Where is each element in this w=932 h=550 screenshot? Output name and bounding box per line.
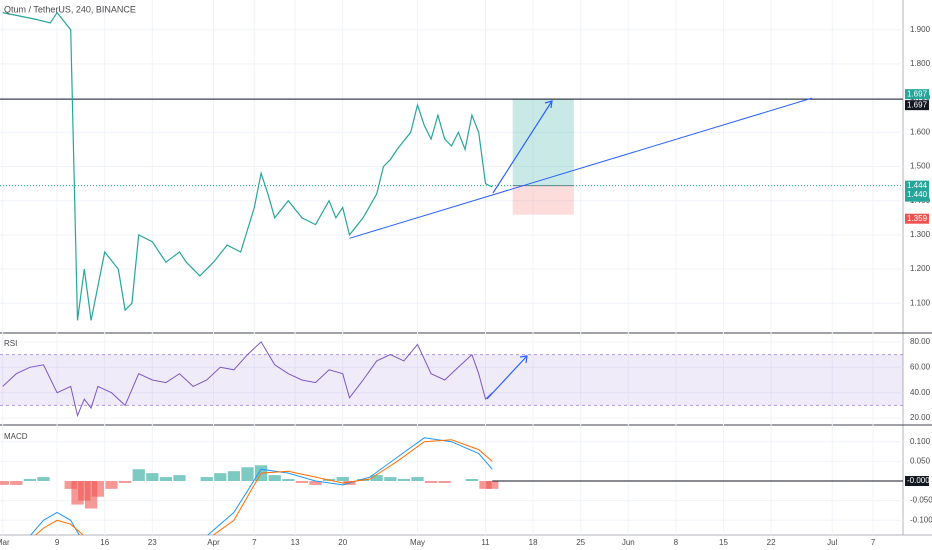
y-tick-label: 1.300 [910, 230, 931, 239]
x-tick-label: 9 [55, 538, 60, 547]
x-tick-label: 7 [871, 538, 876, 547]
histogram-bar [370, 475, 383, 481]
histogram-bar [465, 479, 479, 481]
symbol-title: Qtum / TetherUS, 240, BINANCE [4, 4, 136, 14]
y-tick-label: 1.500 [910, 162, 931, 171]
y-tick-label: -0.050 [910, 496, 932, 505]
y-tick-label: 40.00 [910, 388, 931, 397]
arrow [486, 355, 528, 400]
stop-label: 1.359 [907, 214, 928, 223]
histogram-bar [23, 479, 37, 481]
pane-title: RSI [4, 339, 17, 348]
x-tick-label: 16 [100, 538, 109, 547]
x-tick-label: Mar [0, 538, 10, 547]
x-tick-label: 13 [291, 538, 300, 547]
x-tick-label: 7 [252, 538, 257, 547]
x-tick-label: 8 [674, 538, 679, 547]
histogram-bar [384, 477, 397, 481]
x-tick-label: 25 [576, 538, 585, 547]
histogram-bar [10, 480, 23, 485]
y-tick-label: 20.00 [910, 413, 931, 422]
last-price-bg [905, 190, 929, 201]
histogram-bar [91, 480, 105, 497]
y-tick-label: 0.050 [910, 456, 931, 465]
histogram-bar [132, 469, 145, 481]
stop-label-bg [905, 213, 929, 224]
histogram-bar [438, 480, 451, 483]
histogram-bar [214, 473, 227, 481]
x-tick-label: 15 [719, 538, 728, 547]
histogram-bar [64, 480, 77, 489]
histogram-bar [37, 477, 50, 481]
y-tick-label: 1.800 [910, 59, 931, 68]
histogram-bar [0, 480, 9, 485]
x-tick-label: Jun [622, 538, 635, 547]
y-tick-label: 0.100 [910, 437, 931, 446]
histogram-bar [486, 480, 499, 489]
y-tick-label: 80.00 [910, 337, 931, 346]
histogram-bar [173, 475, 186, 481]
histogram-bar [336, 477, 349, 481]
arrow [492, 100, 553, 194]
target-label-bg [905, 89, 929, 100]
hline-label-bg [905, 100, 929, 111]
x-tick-label: May [410, 538, 425, 547]
histogram-bar [159, 477, 173, 481]
histogram-bar [118, 480, 132, 483]
histogram-bar [411, 477, 424, 481]
rsi-line [2, 341, 493, 418]
pane-title: MACD [4, 432, 28, 441]
x-tick-label: 23 [148, 538, 157, 547]
histogram-bar [241, 467, 254, 481]
hline-label: 1.697 [907, 100, 928, 109]
histogram-bar [268, 475, 281, 481]
y-tick-label: 1.900 [910, 25, 931, 34]
y-tick-label: 1.600 [910, 127, 931, 136]
y-tick-label: -0.100 [910, 515, 932, 524]
entry-label: 1.444 [907, 181, 928, 190]
trend-line [349, 97, 813, 239]
rsi-band [0, 354, 903, 406]
x-tick-label: 22 [767, 538, 776, 547]
histogram-bar [479, 480, 492, 489]
histogram-bar [105, 480, 118, 489]
histogram-bar [397, 479, 411, 481]
target-label: 1.697 [907, 89, 928, 98]
histogram-bar [295, 480, 309, 483]
histogram-bar [227, 471, 241, 481]
histogram-bar [282, 479, 295, 481]
zero-label-bg [905, 475, 929, 486]
x-tick-label: Jul [827, 538, 837, 547]
entry-label-bg [905, 180, 929, 191]
histogram-bar [146, 473, 159, 481]
y-tick-label: 1.200 [910, 264, 931, 273]
histogram-bar [309, 480, 322, 485]
histogram-bar [424, 480, 438, 483]
price-line [2, 11, 493, 321]
histogram-bar [200, 477, 213, 481]
stop-zone [512, 185, 574, 215]
macd-line [34, 439, 493, 535]
zero-label: -0.000 [907, 476, 930, 485]
y-tick-label: 60.00 [910, 362, 931, 371]
x-tick-label: 20 [338, 538, 347, 547]
x-tick-label: 11 [481, 538, 490, 547]
last-price: 1.440 [907, 190, 928, 199]
x-tick-label: Apr [207, 538, 220, 547]
macd-line [30, 437, 493, 535]
y-tick-label: 1.100 [910, 298, 931, 307]
x-tick-label: 18 [529, 538, 538, 547]
